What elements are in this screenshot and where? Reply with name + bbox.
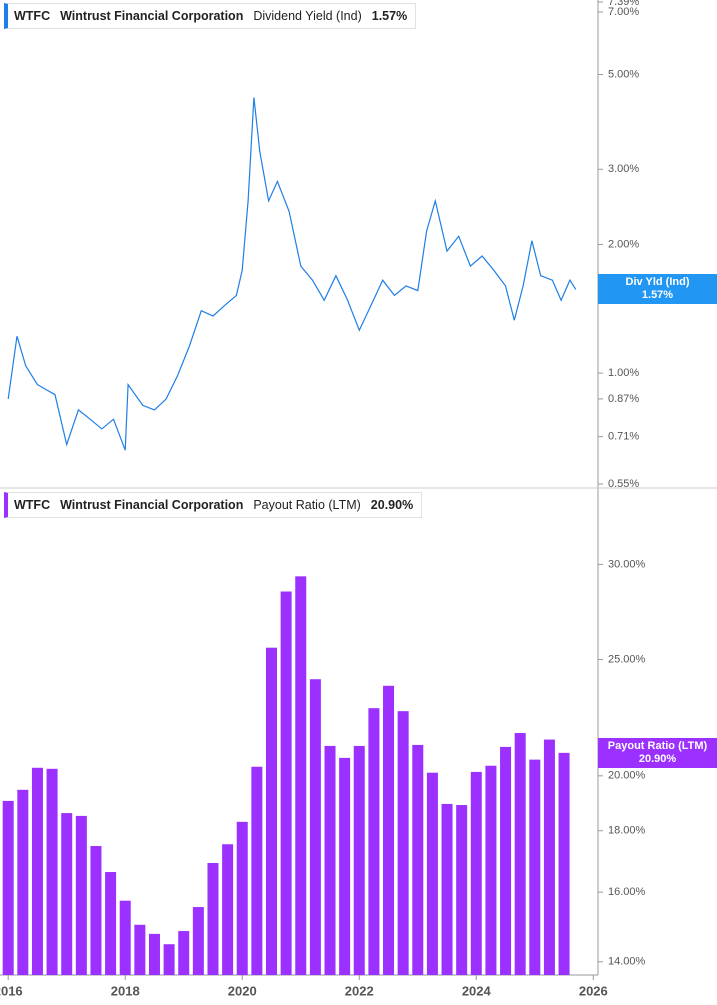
y-tick-label: 18.00% — [608, 825, 646, 837]
bar — [46, 768, 58, 975]
y-tick-label: 0.71% — [608, 431, 639, 443]
bar — [324, 745, 336, 975]
y-tick-label: 7.39% — [608, 0, 639, 8]
bar — [309, 679, 321, 975]
bar — [441, 803, 453, 975]
y-tick-label: 2.00% — [608, 238, 639, 250]
x-tick-label: 2026 — [579, 983, 608, 998]
ticker: WTFC — [14, 9, 51, 23]
x-tick-label: 2024 — [462, 983, 492, 998]
bar — [222, 844, 234, 975]
bar — [2, 800, 14, 975]
last-value-badge: Div Yld (Ind) 1.57% — [598, 274, 717, 305]
bar — [295, 576, 307, 975]
bar — [178, 931, 190, 975]
y-tick-label: 14.00% — [608, 956, 646, 968]
y-tick-label: 20.00% — [608, 770, 646, 782]
bar — [163, 944, 175, 975]
bar — [251, 766, 263, 975]
bar — [353, 745, 365, 975]
legend-box: WTFC Wintrust Financial Corporation Divide… — [4, 3, 417, 29]
bar — [529, 759, 541, 975]
metric: Dividend Yield (Ind) — [253, 9, 362, 23]
bar — [470, 771, 482, 975]
y-tick-label: 30.00% — [608, 558, 646, 570]
badge-label: Div Yld (Ind) — [625, 276, 690, 289]
badge-label: Payout Ratio (LTM) — [607, 739, 708, 752]
bar — [412, 744, 424, 975]
bar — [558, 752, 570, 975]
y-tick-label: 16.00% — [608, 886, 646, 898]
bar — [236, 821, 248, 975]
bar — [31, 767, 43, 975]
bar — [192, 907, 204, 975]
y-tick-label: 0.55% — [608, 478, 639, 490]
metric-value: 1.57% — [371, 9, 408, 23]
bar — [339, 757, 351, 975]
bar — [485, 765, 497, 975]
bar — [105, 872, 117, 975]
bar — [134, 924, 146, 975]
x-tick-label: 2020 — [228, 983, 257, 998]
x-tick-label: 2022 — [345, 983, 374, 998]
bar — [543, 739, 555, 975]
metric: Payout Ratio (LTM) — [253, 498, 361, 512]
ticker: WTFC — [14, 498, 51, 512]
bar — [368, 708, 380, 975]
x-tick-label: 2018 — [111, 983, 140, 998]
legend-box: WTFC Wintrust Financial Corporation Payout… — [4, 492, 423, 518]
company: Wintrust Financial Corporation — [60, 9, 244, 23]
company: Wintrust Financial Corporation — [60, 498, 244, 512]
y-tick-label: 1.00% — [608, 367, 639, 379]
y-tick-label: 7.00% — [608, 6, 639, 18]
y-tick-label: 5.00% — [608, 68, 639, 80]
y-tick-label: 0.87% — [608, 393, 639, 405]
bar — [280, 591, 292, 975]
bar — [75, 815, 87, 975]
badge-value: 20.90% — [638, 752, 677, 765]
bar — [397, 711, 409, 975]
y-tick-label: 3.00% — [608, 163, 639, 175]
y-tick-label: 25.00% — [608, 653, 646, 665]
bar — [383, 685, 395, 975]
bar — [514, 733, 526, 975]
bar — [119, 900, 131, 975]
bar — [207, 863, 219, 975]
badge-value: 1.57% — [641, 289, 674, 302]
bar — [17, 789, 29, 975]
bar — [500, 746, 512, 975]
bar — [426, 772, 438, 975]
bar — [148, 933, 160, 975]
x-tick-label: 2016 — [0, 983, 23, 998]
bar — [265, 647, 277, 975]
metric-value: 20.90% — [370, 498, 414, 512]
bar — [61, 813, 73, 975]
last-value-badge: Payout Ratio (LTM) 20.90% — [598, 737, 717, 768]
bar — [456, 805, 468, 975]
bar — [90, 846, 102, 975]
line — [7, 97, 577, 451]
